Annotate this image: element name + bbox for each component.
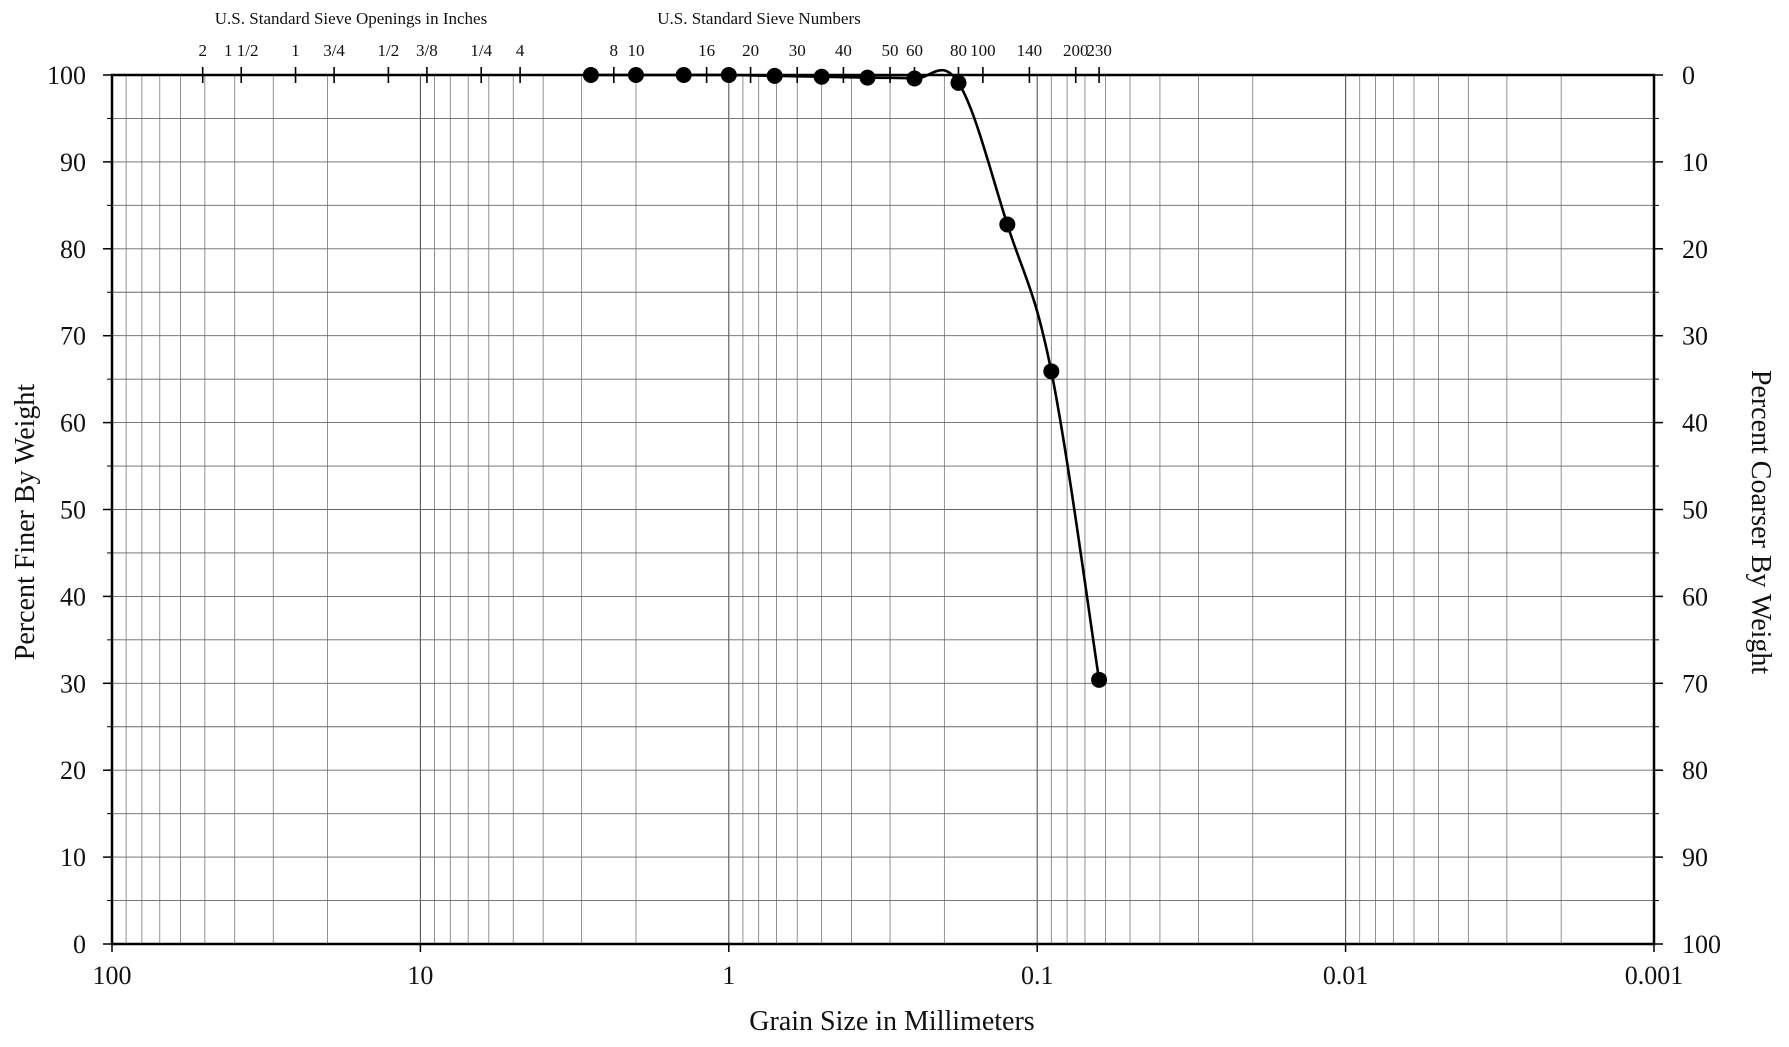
y-tick-label-left: 40 <box>60 582 86 611</box>
sieve-label: 1 1/2 <box>224 41 258 60</box>
data-point <box>627 67 644 83</box>
sieve-label: 1 <box>291 41 300 60</box>
x-tick-label: 0.1 <box>1021 961 1054 990</box>
data-point <box>582 67 599 83</box>
sieve-label: 20 <box>742 41 759 60</box>
y-tick-label-left: 70 <box>60 322 86 351</box>
y-tick-label-right: 40 <box>1682 409 1708 438</box>
y-tick-label-left: 10 <box>60 843 86 872</box>
data-point <box>720 67 737 83</box>
data-point <box>675 67 692 83</box>
y-tick-label-left: 0 <box>73 930 86 959</box>
y-tick-label-right: 30 <box>1682 322 1708 351</box>
sieve-label: 30 <box>789 41 806 60</box>
x-axis: 100 10 1 0.1 0.01 0.001 <box>93 944 1684 990</box>
grid <box>112 75 1654 944</box>
y-tick-label-left: 80 <box>60 235 86 264</box>
y-tick-label-right: 10 <box>1682 148 1708 177</box>
sieve-label: 1/4 <box>470 41 492 60</box>
sieve-label: 3/8 <box>416 41 438 60</box>
y-axis-left-title: Percent Finer By Weight <box>10 384 41 661</box>
sieve-label: 2 <box>198 41 207 60</box>
data-point <box>999 216 1016 233</box>
x-tick-label: 1 <box>722 961 735 990</box>
data-point <box>906 70 923 87</box>
x-tick-label: 0.01 <box>1323 961 1369 990</box>
x-tick-label: 0.001 <box>1625 961 1684 990</box>
sieve-label: 140 <box>1017 41 1043 60</box>
sieve-label: 230 <box>1086 41 1112 60</box>
data-point <box>859 69 876 86</box>
sieve-label: 8 <box>610 41 619 60</box>
sieve-label: 4 <box>516 41 525 60</box>
data-point <box>766 67 783 84</box>
x-axis-title: Grain Size in Millimeters <box>749 1006 1034 1037</box>
y-tick-label-right: 20 <box>1682 235 1708 264</box>
top-inches-title: U.S. Standard Sieve Openings in Inches <box>215 9 487 28</box>
y-tick-label-right: 80 <box>1682 756 1708 785</box>
y-tick-label-right: 60 <box>1682 582 1708 611</box>
sieve-label: 80 <box>950 41 967 60</box>
sieve-label: 3/4 <box>323 41 345 60</box>
y-tick-label-right: 90 <box>1682 843 1708 872</box>
y-tick-label-left: 50 <box>60 496 86 525</box>
sieve-label: 100 <box>970 41 996 60</box>
y-tick-label-right: 100 <box>1682 930 1721 959</box>
y-tick-label-right: 0 <box>1682 61 1695 90</box>
sieve-label: 40 <box>835 41 852 60</box>
y-axis-right-title: Percent Coarser By Weight <box>1745 370 1776 675</box>
data-point <box>1043 363 1060 380</box>
gradation-series <box>582 67 1108 688</box>
y-tick-label-left: 60 <box>60 409 86 438</box>
data-point <box>813 68 830 85</box>
sieve-label: 16 <box>698 41 715 60</box>
sieve-label: 10 <box>627 41 644 60</box>
y-tick-label-left: 100 <box>47 61 86 90</box>
y-tick-label-right: 50 <box>1682 496 1708 525</box>
sieve-label: 1/2 <box>378 41 400 60</box>
x-tick-label: 100 <box>93 961 132 990</box>
y-tick-label-left: 20 <box>60 756 86 785</box>
x-tick-label: 10 <box>407 961 433 990</box>
sieve-label: 200 <box>1063 41 1089 60</box>
top-sieve-axis: U.S. Standard Sieve Openings in Inches U… <box>198 9 1112 83</box>
top-numbers-title: U.S. Standard Sieve Numbers <box>657 9 861 28</box>
y-tick-label-right: 70 <box>1682 669 1708 698</box>
sieve-label: 50 <box>882 41 899 60</box>
sieve-label: 60 <box>906 41 923 60</box>
data-point <box>1091 671 1108 688</box>
y-axis-left: 0 10 20 30 40 50 60 70 80 90 100 <box>47 61 112 959</box>
y-tick-label-left: 30 <box>60 669 86 698</box>
y-tick-label-left: 90 <box>60 148 86 177</box>
data-point <box>950 74 967 91</box>
